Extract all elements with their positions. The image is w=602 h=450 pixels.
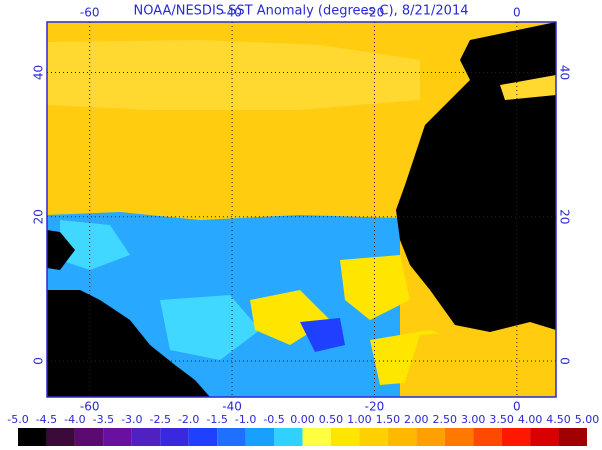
colorbar: -5.0 -4.5 -4.0 -3.5 -3.0 -2.5 -2.0 -1.5 -1.0 -0.5… bbox=[7, 413, 599, 446]
lat-label-right: 0 bbox=[558, 357, 572, 365]
cool-patch bbox=[160, 295, 260, 360]
lon-label-bottom: -60 bbox=[80, 400, 100, 414]
colorbar-swatch bbox=[416, 428, 445, 446]
lon-label-bottom: -40 bbox=[222, 400, 242, 414]
colorbar-label: 0.00 bbox=[290, 413, 315, 426]
colorbar-swatch bbox=[387, 428, 417, 446]
cool-patch bbox=[60, 220, 130, 270]
lat-label-left: 40 bbox=[32, 65, 46, 80]
colorbar-swatch bbox=[359, 428, 388, 446]
colorbar-swatch bbox=[302, 428, 331, 446]
colorbar-label: -3.0 bbox=[121, 413, 142, 426]
lon-label-top: -40 bbox=[222, 6, 242, 20]
graticule: -60 -60 -40 -40 -20 -20 0 0 0 0 20 20 40 40 bbox=[32, 6, 572, 414]
colorbar-swatch bbox=[131, 428, 161, 446]
warm-patch bbox=[340, 255, 410, 320]
colorbar-label: 2.00 bbox=[404, 413, 429, 426]
lat-label-left: 20 bbox=[32, 209, 46, 224]
colorbar-label: -0.5 bbox=[263, 413, 284, 426]
land-south-america bbox=[47, 290, 210, 397]
colorbar-label: -4.0 bbox=[64, 413, 85, 426]
lat-label-left: 0 bbox=[32, 357, 46, 365]
map-title: NOAA/NESDIS SST Anomaly (degrees C), 8/2… bbox=[133, 4, 468, 19]
lon-label-bottom: -20 bbox=[365, 400, 385, 414]
colorbar-swatch bbox=[558, 428, 587, 446]
lat-label-right: 20 bbox=[558, 209, 572, 224]
colorbar-label: 5.00 bbox=[575, 413, 600, 426]
colorbar-swatch bbox=[160, 428, 189, 446]
colorbar-swatch bbox=[188, 428, 218, 446]
colorbar-label: -5.0 bbox=[7, 413, 28, 426]
lat-label-right: 40 bbox=[558, 65, 572, 80]
colorbar-label: 3.50 bbox=[489, 413, 514, 426]
land-africa-europe bbox=[396, 22, 556, 332]
lon-label-top: -60 bbox=[80, 6, 100, 20]
warm-band bbox=[47, 40, 420, 110]
colorbar-swatch bbox=[330, 428, 360, 446]
colorbar-swatch bbox=[501, 428, 531, 446]
colorbar-label: 1.50 bbox=[376, 413, 401, 426]
colorbar-label: -2.0 bbox=[178, 413, 199, 426]
colorbar-label: 3.00 bbox=[461, 413, 486, 426]
mediterranean bbox=[500, 75, 556, 100]
colorbar-swatch bbox=[274, 428, 303, 446]
colorbar-label: 4.50 bbox=[546, 413, 571, 426]
colorbar-swatch bbox=[245, 428, 275, 446]
colorbar-label: -1.0 bbox=[235, 413, 256, 426]
cold-patch bbox=[300, 318, 345, 352]
colorbar-label: 0.50 bbox=[319, 413, 344, 426]
colorbar-label: 1.00 bbox=[347, 413, 372, 426]
colorbar-swatch bbox=[217, 428, 246, 446]
colorbar-label: 2.50 bbox=[433, 413, 458, 426]
colorbar-label: -2.5 bbox=[150, 413, 171, 426]
colorbar-label: -4.5 bbox=[36, 413, 57, 426]
map-area bbox=[47, 22, 556, 397]
colorbar-swatch bbox=[74, 428, 104, 446]
colorbar-label: -1.5 bbox=[206, 413, 227, 426]
colorbar-label: -3.5 bbox=[93, 413, 114, 426]
land-caribbean bbox=[47, 230, 75, 270]
map-frame bbox=[46, 21, 557, 398]
colorbar-swatch bbox=[473, 428, 502, 446]
lon-label-top: -20 bbox=[365, 6, 385, 20]
colorbar-swatch bbox=[103, 428, 132, 446]
colorbar-swatch bbox=[444, 428, 474, 446]
colorbar-swatch bbox=[46, 428, 75, 446]
colorbar-swatch bbox=[530, 428, 559, 446]
lon-label-top: 0 bbox=[513, 6, 521, 20]
colorbar-label: 4.00 bbox=[518, 413, 543, 426]
colorbar-swatch bbox=[18, 428, 47, 446]
lon-label-bottom: 0 bbox=[513, 400, 521, 414]
